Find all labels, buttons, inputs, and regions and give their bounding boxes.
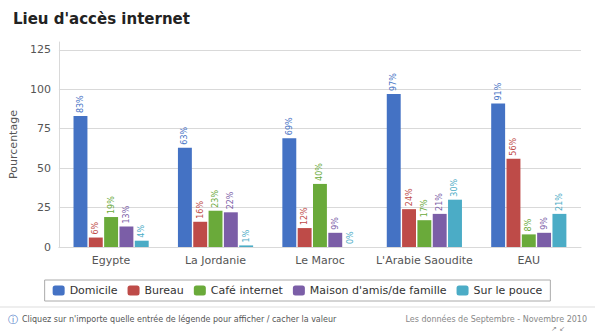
- svg-text:Lieu d'accès internet: Lieu d'accès internet: [13, 10, 190, 28]
- svg-text:Pourcentage: Pourcentage: [7, 110, 20, 179]
- svg-text:6%: 6%: [91, 221, 100, 234]
- svg-text:Sur le pouce: Sur le pouce: [474, 284, 543, 297]
- svg-text:↗ ↙: ↗ ↙: [551, 325, 565, 333]
- svg-text:8%: 8%: [524, 218, 533, 231]
- svg-text:23%: 23%: [211, 190, 220, 208]
- svg-text:0%: 0%: [346, 231, 355, 244]
- svg-text:83%: 83%: [76, 95, 85, 113]
- svg-text:21%: 21%: [555, 193, 564, 211]
- svg-text:63%: 63%: [180, 126, 189, 144]
- svg-text:Le Maroc: Le Maroc: [295, 254, 345, 267]
- svg-text:75: 75: [37, 122, 51, 135]
- svg-text:91%: 91%: [494, 82, 503, 100]
- svg-text:40%: 40%: [315, 163, 324, 181]
- svg-text:La Jordanie: La Jordanie: [185, 254, 246, 267]
- svg-text:69%: 69%: [285, 117, 294, 135]
- svg-text:25: 25: [37, 201, 51, 214]
- svg-text:ⓘ: ⓘ: [8, 314, 18, 325]
- svg-text:Maison d'amis/de famille: Maison d'amis/de famille: [310, 284, 447, 297]
- svg-text:9%: 9%: [540, 217, 549, 230]
- svg-text:125: 125: [30, 43, 51, 56]
- svg-text:56%: 56%: [509, 138, 518, 156]
- svg-text:Egypte: Egypte: [92, 254, 131, 267]
- svg-text:1%: 1%: [242, 229, 251, 242]
- svg-text:L'Arabie Saoudite: L'Arabie Saoudite: [376, 254, 473, 267]
- svg-text:21%: 21%: [435, 193, 444, 211]
- svg-text:Bureau: Bureau: [145, 284, 184, 297]
- svg-text:Cliquez sur n'importe quelle e: Cliquez sur n'importe quelle entrée de l…: [22, 314, 337, 324]
- svg-text:97%: 97%: [389, 73, 398, 91]
- svg-text:0: 0: [44, 241, 51, 254]
- svg-text:4%: 4%: [137, 225, 146, 238]
- svg-text:19%: 19%: [107, 196, 116, 214]
- svg-text:17%: 17%: [420, 199, 429, 217]
- svg-text:13%: 13%: [122, 205, 131, 223]
- svg-text:30%: 30%: [450, 179, 459, 197]
- svg-text:24%: 24%: [405, 188, 414, 206]
- svg-text:16%: 16%: [196, 201, 205, 219]
- svg-text:50: 50: [37, 162, 51, 175]
- svg-text:22%: 22%: [226, 191, 235, 209]
- svg-text:100: 100: [30, 83, 51, 96]
- svg-text:EAU: EAU: [518, 254, 541, 267]
- svg-text:Café internet: Café internet: [211, 284, 284, 297]
- svg-text:Domicile: Domicile: [70, 284, 118, 297]
- svg-text:9%: 9%: [331, 217, 340, 230]
- svg-text:12%: 12%: [300, 207, 309, 225]
- svg-text:Les données de Septembre - Nov: Les données de Septembre - Novembre 2010: [405, 314, 587, 324]
